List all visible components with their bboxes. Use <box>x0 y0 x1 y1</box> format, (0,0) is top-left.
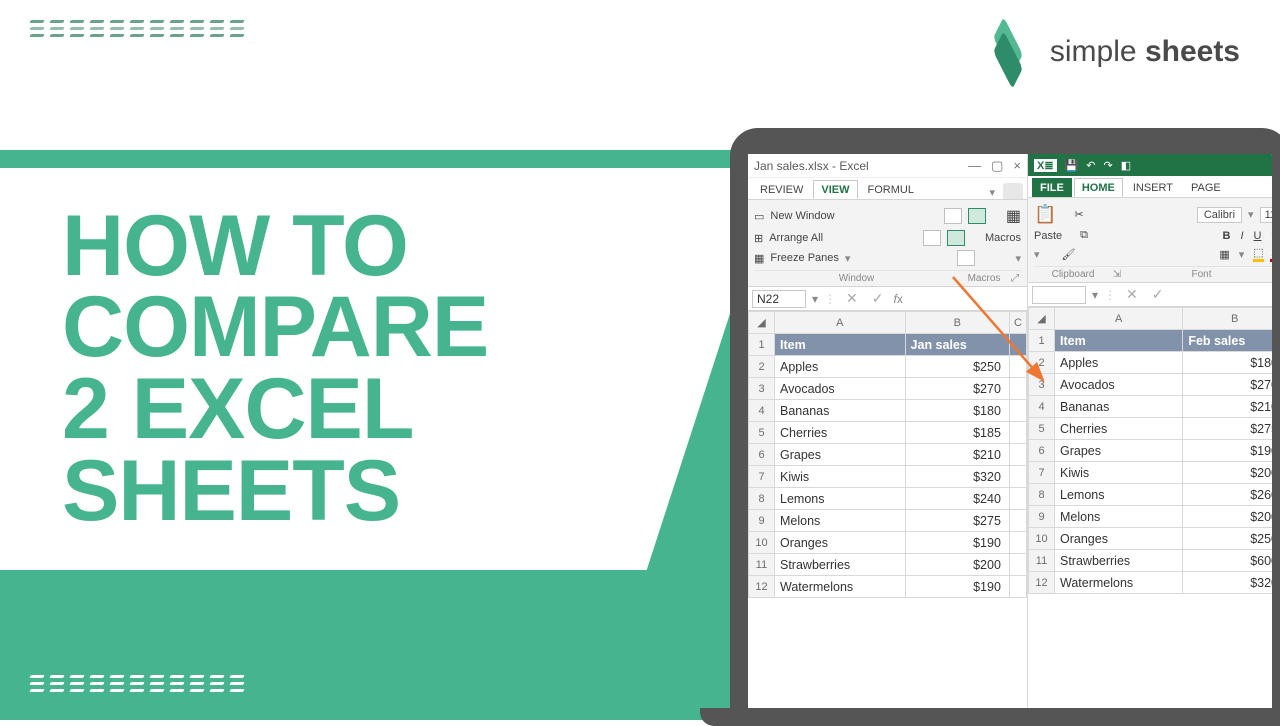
copy-icon[interactable]: ⧉ <box>1080 229 1088 242</box>
tab-formulas[interactable]: FORMUL <box>860 180 922 199</box>
excel-icon: X≣ <box>1034 159 1057 172</box>
font-name-select[interactable]: Calibri <box>1197 207 1242 223</box>
enter-icon[interactable]: ✓ <box>868 290 888 307</box>
window-title: Jan sales.xlsx - Excel <box>754 159 869 173</box>
logo-text: simple sheets <box>1050 35 1240 69</box>
cancel-icon[interactable]: ✕ <box>842 290 862 307</box>
webcam-icon <box>1005 134 1015 144</box>
laptop: Jan sales.xlsx - Excel — ▢ × REVIEW VIEW… <box>730 128 1280 726</box>
green-slab-bottom <box>0 590 760 720</box>
tab-review[interactable]: REVIEW <box>752 180 811 199</box>
macros-icon[interactable]: ▦ <box>1006 206 1021 226</box>
tab-insert[interactable]: INSERT <box>1125 178 1181 197</box>
dropdown-icon[interactable]: ▾ <box>989 186 995 199</box>
hide-icon[interactable] <box>923 230 941 246</box>
laptop-base <box>700 708 1280 726</box>
logo: simple sheets <box>982 30 1240 74</box>
paste-icon[interactable]: 📋 <box>1034 204 1056 225</box>
excel-window-right: X≣ 💾 ↶ ↷ ◧ FILE HOME INSERT PAGE 📋 <box>1028 154 1280 708</box>
reset-position-icon[interactable] <box>957 250 975 266</box>
ribbon-right: 📋 ✂ Calibri ▾ 11 Paste ⧉ B I <box>1028 198 1280 283</box>
headline: HOW TO COMPARE 2 EXCEL SHEETS <box>62 206 488 533</box>
name-box-right[interactable] <box>1032 286 1086 304</box>
ribbon-tabs-right: FILE HOME INSERT PAGE <box>1028 176 1280 198</box>
border-icon[interactable]: ▦ <box>1219 248 1229 261</box>
new-window-icon[interactable]: ▭ <box>754 210 764 223</box>
undo-icon[interactable]: ↶ <box>1086 159 1095 172</box>
logo-word2: sheets <box>1145 35 1240 68</box>
formula-bar-left: N22 ▾ ⋮ ✕ ✓ fx <box>748 287 1027 311</box>
tab-home[interactable]: HOME <box>1074 178 1123 197</box>
logo-mark-icon <box>982 30 1038 74</box>
hash-decoration-top <box>30 20 244 37</box>
grid-right[interactable]: ◢AB1ItemFeb sales2Apples$1803Avocados$27… <box>1028 307 1280 594</box>
hash-decoration-bottom <box>30 675 244 692</box>
excel-window-left: Jan sales.xlsx - Excel — ▢ × REVIEW VIEW… <box>748 154 1028 708</box>
cancel-icon[interactable]: ✕ <box>1122 286 1142 303</box>
ribbon-tabs-left: REVIEW VIEW FORMUL ▾ <box>748 178 1027 200</box>
restore-icon[interactable]: ▢ <box>991 158 1003 174</box>
save-icon[interactable]: 💾 <box>1065 159 1079 172</box>
fill-color-icon[interactable]: ⬚ <box>1253 246 1263 262</box>
grid-left[interactable]: ◢ABC1ItemJan sales2Apples$2503Avocados$2… <box>748 311 1027 598</box>
group-window: Window <box>754 273 959 284</box>
view-side-by-side-icon[interactable] <box>968 208 986 224</box>
freeze-panes-icon[interactable]: ▦ <box>754 252 764 265</box>
arrange-all-icon[interactable]: ⊞ <box>754 232 763 245</box>
tab-file[interactable]: FILE <box>1032 178 1072 197</box>
enter-icon[interactable]: ✓ <box>1148 286 1168 303</box>
bold-icon[interactable]: B <box>1223 230 1231 242</box>
sync-scroll-icon[interactable] <box>947 230 965 246</box>
formula-bar-right: ▾ ⋮ ✕ ✓ <box>1028 283 1280 307</box>
minimize-icon[interactable]: — <box>968 158 981 174</box>
close-icon[interactable]: × <box>1013 158 1021 174</box>
ribbon-left: ▭ New Window ▦ ⊞ Arrange All <box>748 200 1027 287</box>
group-clipboard: Clipboard <box>1034 269 1112 280</box>
paste-label[interactable]: Paste <box>1034 230 1062 242</box>
fx-icon[interactable]: fx <box>894 292 903 306</box>
italic-icon[interactable]: I <box>1236 230 1247 242</box>
laptop-screen: Jan sales.xlsx - Excel — ▢ × REVIEW VIEW… <box>748 154 1272 708</box>
macros-label[interactable]: Macros <box>985 232 1021 244</box>
format-painter-icon[interactable]: 🖌 <box>1062 248 1076 261</box>
arrange-all-button[interactable]: Arrange All <box>769 232 823 244</box>
titlebar-left: Jan sales.xlsx - Excel — ▢ × <box>748 154 1027 178</box>
new-window-button[interactable]: New Window <box>770 210 834 222</box>
font-size-select[interactable]: 11 <box>1260 207 1280 223</box>
touch-icon[interactable]: ◧ <box>1121 159 1131 172</box>
underline-icon[interactable]: U <box>1254 230 1262 242</box>
tab-page[interactable]: PAGE <box>1183 178 1229 197</box>
split-icon[interactable] <box>944 208 962 224</box>
freeze-panes-button[interactable]: Freeze Panes <box>770 252 838 264</box>
title-card: HOW TO COMPARE 2 EXCEL SHEETS <box>0 168 640 570</box>
cut-icon[interactable]: ✂ <box>1074 208 1083 221</box>
font-color-icon[interactable]: A <box>1270 247 1280 262</box>
name-box[interactable]: N22 <box>752 290 806 308</box>
tab-view[interactable]: VIEW <box>813 180 857 199</box>
group-macros: Macros <box>959 273 1009 284</box>
quick-access-toolbar: X≣ 💾 ↶ ↷ ◧ <box>1028 154 1280 176</box>
logo-word1: simple <box>1050 35 1137 68</box>
redo-icon[interactable]: ↷ <box>1103 159 1112 172</box>
group-font: Font <box>1122 269 1280 280</box>
user-icon[interactable] <box>1003 183 1023 199</box>
